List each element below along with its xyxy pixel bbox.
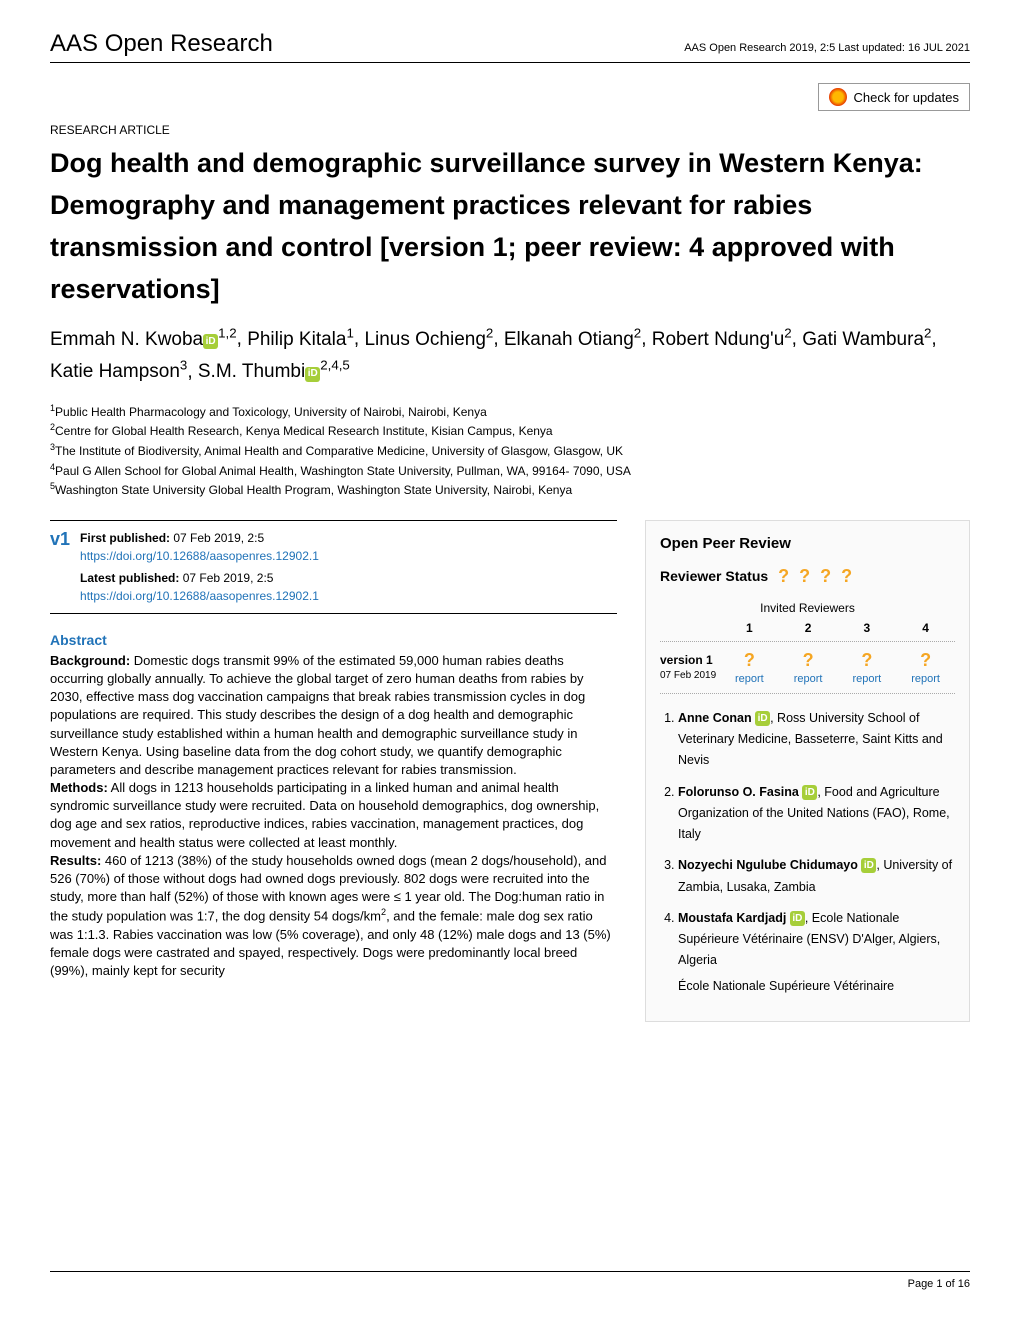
author: Philip Kitala1 — [247, 329, 354, 350]
header-bar: AAS Open Research AAS Open Research 2019… — [50, 30, 970, 63]
version-badge: v1 — [50, 529, 70, 605]
question-icon: ? — [820, 566, 831, 587]
author: S.M. ThumbiiD2,4,5 — [198, 361, 350, 382]
reviewer-item: Folorunso O. Fasina iD, Food and Agricul… — [678, 782, 955, 846]
article-type: RESEARCH ARTICLE — [50, 123, 970, 137]
question-icon: ? — [799, 566, 810, 587]
peer-review-box: Open Peer Review Reviewer Status ? ? ? ?… — [645, 520, 970, 1022]
orcid-icon[interactable]: iD — [755, 711, 770, 726]
author: Elkanah Otiang2 — [504, 329, 641, 350]
report-link[interactable]: report — [853, 673, 882, 685]
latest-doi-link[interactable]: https://doi.org/10.12688/aasopenres.1290… — [80, 587, 319, 605]
report-link[interactable]: report — [794, 673, 823, 685]
reviewer-item: Anne Conan iD, Ross University School of… — [678, 708, 955, 772]
report-link[interactable]: report — [911, 673, 940, 685]
publication-box: v1 First published: 07 Feb 2019, 2:5 htt… — [50, 520, 617, 614]
results-label: Results: — [50, 853, 101, 868]
version-label: version 1 — [660, 653, 713, 667]
question-icon: ? — [920, 650, 931, 670]
question-icon: ? — [778, 566, 789, 587]
background-label: Background: — [50, 653, 130, 668]
first-published-label: First published: — [80, 531, 170, 545]
affiliations: 1Public Health Pharmacology and Toxicolo… — [50, 402, 970, 500]
reviewer-item: Nozyechi Ngulube Chidumayo iD, Universit… — [678, 855, 955, 898]
affiliation: 3The Institute of Biodiversity, Animal H… — [50, 441, 970, 461]
affiliation: 1Public Health Pharmacology and Toxicolo… — [50, 402, 970, 422]
check-updates-label: Check for updates — [853, 90, 959, 105]
page-footer: Page 1 of 16 — [50, 1271, 970, 1290]
affiliation: 5Washington State University Global Heal… — [50, 480, 970, 500]
reviewer-num: 3 — [864, 621, 871, 635]
latest-published-value: 07 Feb 2019, 2:5 — [183, 571, 274, 585]
question-icon: ? — [744, 650, 755, 670]
author: Robert Ndung'u2 — [652, 329, 792, 350]
question-icon: ? — [841, 566, 852, 587]
methods-text: All dogs in 1213 households participatin… — [50, 780, 599, 850]
reviewer-num: 1 — [746, 621, 753, 635]
orcid-icon[interactable]: iD — [203, 334, 218, 349]
header-meta: AAS Open Research 2019, 2:5 Last updated… — [684, 42, 970, 54]
question-icon: ? — [861, 650, 872, 670]
author: Linus Ochieng2 — [364, 329, 493, 350]
reviewers-list: Anne Conan iD, Ross University School of… — [660, 708, 955, 997]
author: Katie Hampson3 — [50, 361, 187, 382]
peer-review-title: Open Peer Review — [660, 535, 955, 552]
latest-published-label: Latest published: — [80, 571, 179, 585]
affiliation: 2Centre for Global Health Research, Keny… — [50, 421, 970, 441]
reviewer-status-label: Reviewer Status — [660, 568, 768, 584]
reviewer-item: Moustafa Kardjadj iD, Ecole Nationale Su… — [678, 908, 955, 997]
check-updates-button[interactable]: Check for updates — [818, 83, 970, 111]
article-title: Dog health and demographic surveillance … — [50, 143, 970, 310]
check-updates-icon — [829, 88, 847, 106]
orcid-icon[interactable]: iD — [305, 367, 320, 382]
first-published-value: 07 Feb 2019, 2:5 — [173, 531, 264, 545]
background-text: Domestic dogs transmit 99% of the estima… — [50, 653, 585, 777]
affiliation: 4Paul G Allen School for Global Animal H… — [50, 461, 970, 481]
reviewer-table: 1 2 3 4 version 1 07 Feb 2019 ? report ? r… — [660, 621, 955, 694]
journal-name: AAS Open Research — [50, 30, 273, 58]
abstract-body: Background: Domestic dogs transmit 99% o… — [50, 652, 617, 981]
status-icons: ? ? ? ? — [778, 566, 852, 587]
question-icon: ? — [803, 650, 814, 670]
author: Emmah N. KwobaiD1,2 — [50, 329, 237, 350]
reviewer-num: 4 — [922, 621, 929, 635]
orcid-icon[interactable]: iD — [790, 911, 805, 926]
invited-reviewers-label: Invited Reviewers — [660, 601, 955, 615]
methods-label: Methods: — [50, 780, 108, 795]
orcid-icon[interactable]: iD — [861, 858, 876, 873]
reviewer-num: 2 — [805, 621, 812, 635]
report-link[interactable]: report — [735, 673, 764, 685]
version-date: 07 Feb 2019 — [660, 670, 716, 681]
author: Gati Wambura2 — [802, 329, 931, 350]
abstract-heading: Abstract — [50, 632, 617, 648]
authors-line: Emmah N. KwobaiD1,2, Philip Kitala1, Lin… — [50, 322, 970, 387]
orcid-icon[interactable]: iD — [802, 785, 817, 800]
first-doi-link[interactable]: https://doi.org/10.12688/aasopenres.1290… — [80, 547, 319, 565]
